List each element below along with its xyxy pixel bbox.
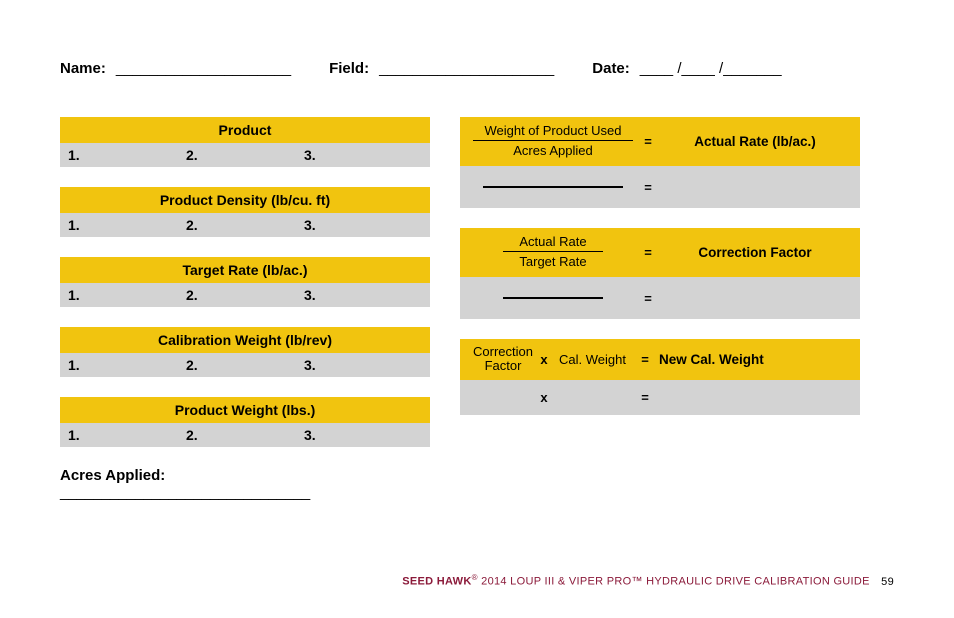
- section-header: Target Rate (lb/ac.): [60, 257, 430, 283]
- left-column: Product 1. 2. 3. Product Density (lb/cu.…: [60, 117, 430, 501]
- col1: 1.: [68, 287, 186, 303]
- fraction-blank: [468, 176, 638, 198]
- section-header: Calibration Weight (lb/rev): [60, 327, 430, 353]
- col3: 3.: [304, 427, 422, 443]
- col3: 3.: [304, 357, 422, 373]
- main-columns: Product 1. 2. 3. Product Density (lb/cu.…: [60, 117, 894, 501]
- acres-label: Acres Applied:: [60, 467, 165, 484]
- calc-formula: Weight of Product Used Acres Applied = A…: [460, 117, 860, 166]
- section-body[interactable]: 1. 2. 3.: [60, 143, 430, 167]
- fraction: Weight of Product Used Acres Applied: [468, 123, 638, 160]
- right-column: Weight of Product Used Acres Applied = A…: [460, 117, 860, 501]
- frac-top: Weight of Product Used: [480, 123, 625, 140]
- frac-top: Actual Rate: [515, 234, 590, 251]
- calc-new-cal-weight: Correction Factor x Cal. Weight = New Ca…: [460, 339, 860, 415]
- section-body[interactable]: 1. 2. 3.: [60, 423, 430, 447]
- section-cal-weight: Calibration Weight (lb/rev) 1. 2. 3.: [60, 327, 430, 377]
- name-label: Name:: [60, 60, 106, 77]
- result: New Cal. Weight: [655, 352, 852, 367]
- frac-line: [503, 251, 603, 252]
- date-label: Date:: [592, 60, 630, 77]
- frac-bot: Target Rate: [515, 254, 590, 271]
- field-blank[interactable]: _____________________: [379, 60, 554, 77]
- times: x: [538, 352, 550, 367]
- cal-weight-label: Cal. Weight: [550, 352, 635, 367]
- col2: 2.: [186, 147, 304, 163]
- section-target-rate: Target Rate (lb/ac.) 1. 2. 3.: [60, 257, 430, 307]
- result: Actual Rate (lb/ac.): [658, 134, 852, 149]
- col1: 1.: [68, 147, 186, 163]
- frac-bot: Acres Applied: [509, 143, 597, 160]
- footer-text: 2014 LOUP III & VIPER PRO™ HYDRAULIC DRI…: [478, 576, 870, 588]
- section-density: Product Density (lb/cu. ft) 1. 2. 3.: [60, 187, 430, 237]
- calc-input[interactable]: x =: [460, 380, 860, 415]
- calc-formula: Actual Rate Target Rate = Correction Fac…: [460, 228, 860, 277]
- correction-factor-label: Correction Factor: [468, 345, 538, 374]
- equals: =: [635, 352, 655, 367]
- equals: =: [638, 180, 658, 195]
- fraction-blank: [468, 287, 638, 309]
- fraction: Actual Rate Target Rate: [468, 234, 638, 271]
- calc-actual-rate: Weight of Product Used Acres Applied = A…: [460, 117, 860, 208]
- equals: =: [638, 245, 658, 260]
- col3: 3.: [304, 287, 422, 303]
- calc-input[interactable]: =: [460, 166, 860, 208]
- times: x: [538, 390, 550, 405]
- blank-line: [483, 186, 623, 188]
- section-body[interactable]: 1. 2. 3.: [60, 213, 430, 237]
- col1: 1.: [68, 357, 186, 373]
- section-header: Product: [60, 117, 430, 143]
- field-label: Field:: [329, 60, 369, 77]
- col3: 3.: [304, 147, 422, 163]
- equals: =: [638, 291, 658, 306]
- brand-name: SEED HAWK: [402, 576, 471, 588]
- section-product: Product 1. 2. 3.: [60, 117, 430, 167]
- equals: =: [635, 390, 655, 405]
- calc-formula: Correction Factor x Cal. Weight = New Ca…: [460, 339, 860, 380]
- page-footer: SEED HAWK® 2014 LOUP III & VIPER PRO™ HY…: [402, 573, 894, 588]
- section-body[interactable]: 1. 2. 3.: [60, 353, 430, 377]
- frac-line: [473, 140, 633, 141]
- page-number: 59: [881, 576, 894, 588]
- col2: 2.: [186, 357, 304, 373]
- blank-line: [503, 297, 603, 299]
- acres-blank[interactable]: ______________________________: [60, 484, 310, 501]
- col2: 2.: [186, 427, 304, 443]
- col1: 1.: [68, 427, 186, 443]
- date-blank[interactable]: ____ /____ /_______: [640, 60, 782, 77]
- col1: 1.: [68, 217, 186, 233]
- section-header: Product Density (lb/cu. ft): [60, 187, 430, 213]
- calc-correction-factor: Actual Rate Target Rate = Correction Fac…: [460, 228, 860, 319]
- name-blank[interactable]: _____________________: [116, 60, 291, 77]
- col3: 3.: [304, 217, 422, 233]
- result: Correction Factor: [658, 245, 852, 260]
- section-product-weight: Product Weight (lbs.) 1. 2. 3.: [60, 397, 430, 447]
- section-header: Product Weight (lbs.): [60, 397, 430, 423]
- calc-input[interactable]: =: [460, 277, 860, 319]
- header-fields: Name: _____________________ Field: _____…: [60, 60, 894, 77]
- equals: =: [638, 134, 658, 149]
- col2: 2.: [186, 217, 304, 233]
- col2: 2.: [186, 287, 304, 303]
- section-body[interactable]: 1. 2. 3.: [60, 283, 430, 307]
- acres-applied-row: Acres Applied: _________________________…: [60, 467, 430, 501]
